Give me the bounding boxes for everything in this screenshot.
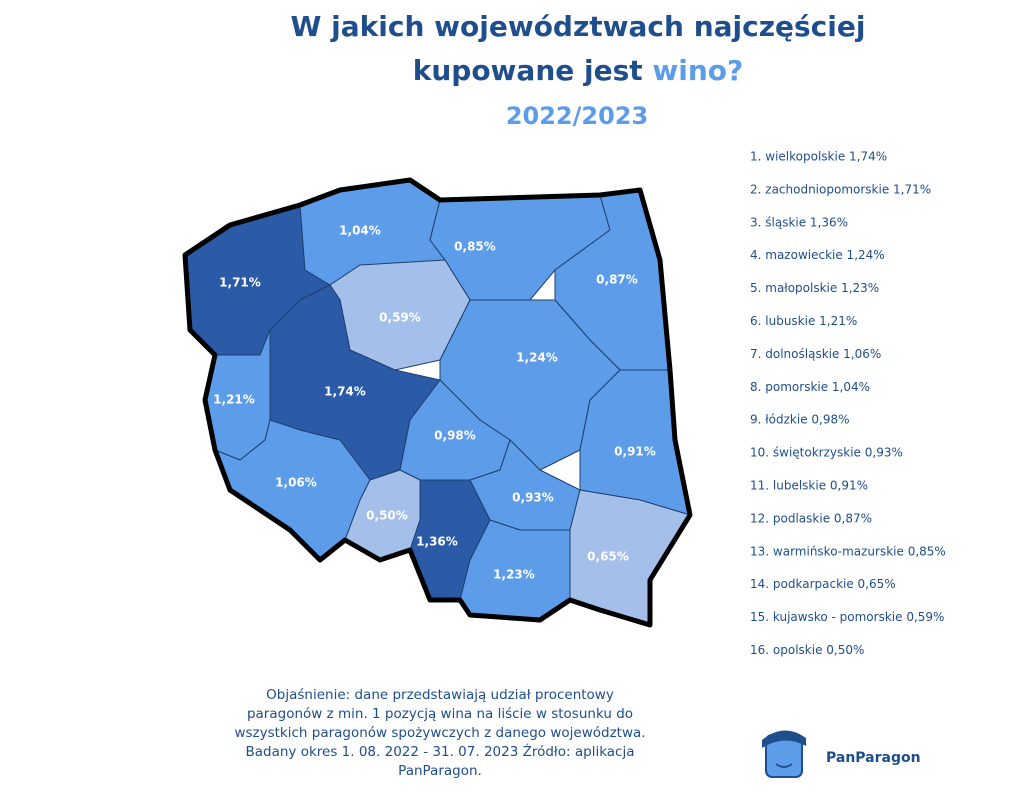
footnote-line: Badany okres 1. 08. 2022 - 31. 07. 2023 … — [246, 742, 635, 760]
ranking-item: 13. warmińsko-mazurskie 0,85% — [750, 544, 946, 558]
ranking-item: 12. podlaskie 0,87% — [750, 511, 872, 525]
ranking-item: 2. zachodniopomorskie 1,71% — [750, 182, 931, 196]
ranking-item: 4. mazowieckie 1,24% — [750, 248, 885, 262]
region-label: 1,21% — [213, 393, 255, 407]
ranking-item: 10. świętokrzyskie 0,93% — [750, 446, 903, 460]
ranking-item: 11. lubelskie 0,91% — [750, 479, 868, 493]
region-label: 0,87% — [596, 273, 638, 287]
region-label: 1,23% — [493, 568, 535, 582]
region-label: 0,91% — [614, 445, 656, 459]
footnote-line: wszystkich paragonów spożywczych z daneg… — [234, 725, 645, 741]
footnote: Objaśnienie: dane przedstawiają udział p… — [234, 687, 645, 779]
ranking-item: 8. pomorskie 1,04% — [750, 380, 870, 394]
logo-text: PanParagon — [826, 750, 921, 766]
title-part: kupowane jest — [413, 54, 643, 87]
ranking-item: 5. małopolskie 1,23% — [750, 281, 879, 295]
footnote-line: Objaśnienie: dane przedstawiają udział p… — [266, 687, 614, 703]
country-outline — [182, 177, 693, 628]
ranking-item: 14. podkarpackie 0,65% — [750, 577, 896, 591]
region-label: 0,50% — [366, 509, 408, 523]
ranking-item: 9. łódzkie 0,98% — [750, 413, 850, 427]
ranking-item: 1. wielkopolskie 1,74% — [750, 150, 887, 164]
region-label: 1,24% — [516, 351, 558, 365]
ranking-item: 3. śląskie 1,36% — [750, 215, 848, 229]
region-label: 1,74% — [324, 385, 366, 399]
region-label: 0,93% — [512, 491, 554, 505]
region-label: 1,36% — [416, 535, 458, 549]
logo: PanParagon — [762, 730, 921, 778]
footnote-line: PanParagon. — [398, 763, 482, 779]
title-highlight: wino? — [652, 54, 743, 87]
ranking-item: 16. opolskie 0,50% — [750, 643, 864, 657]
title: kupowane jest wino? — [413, 54, 744, 87]
region-label: 1,71% — [219, 276, 261, 290]
ranking-item: 15. kujawsko - pomorskie 0,59% — [750, 610, 944, 624]
region-label: 1,06% — [275, 476, 317, 490]
footnote-line: paragonów z min. 1 pozycją wina na liści… — [247, 706, 633, 722]
logo-hair — [762, 730, 806, 748]
title: W jakich województwach najczęściej — [291, 10, 866, 43]
ranking-list: 1. wielkopolskie 1,74% 2. zachodniopomors… — [750, 150, 946, 658]
ranking-item: 6. lubuskie 1,21% — [750, 314, 857, 328]
region-label: 0,65% — [587, 550, 629, 564]
region-label: 0,85% — [454, 240, 496, 254]
region-label: 0,98% — [434, 429, 476, 443]
ranking-item: 7. dolnośląskie 1,06% — [750, 347, 881, 361]
subtitle: 2022/2023 — [506, 102, 648, 130]
region-label: 0,59% — [379, 311, 421, 325]
map: 1,71% 1,04% 0,85% 0,87% 0,59% 1,24% 1,21% 1,74%… — [182, 177, 693, 628]
logo-smile — [775, 763, 793, 768]
region-label: 1,04% — [339, 224, 381, 238]
